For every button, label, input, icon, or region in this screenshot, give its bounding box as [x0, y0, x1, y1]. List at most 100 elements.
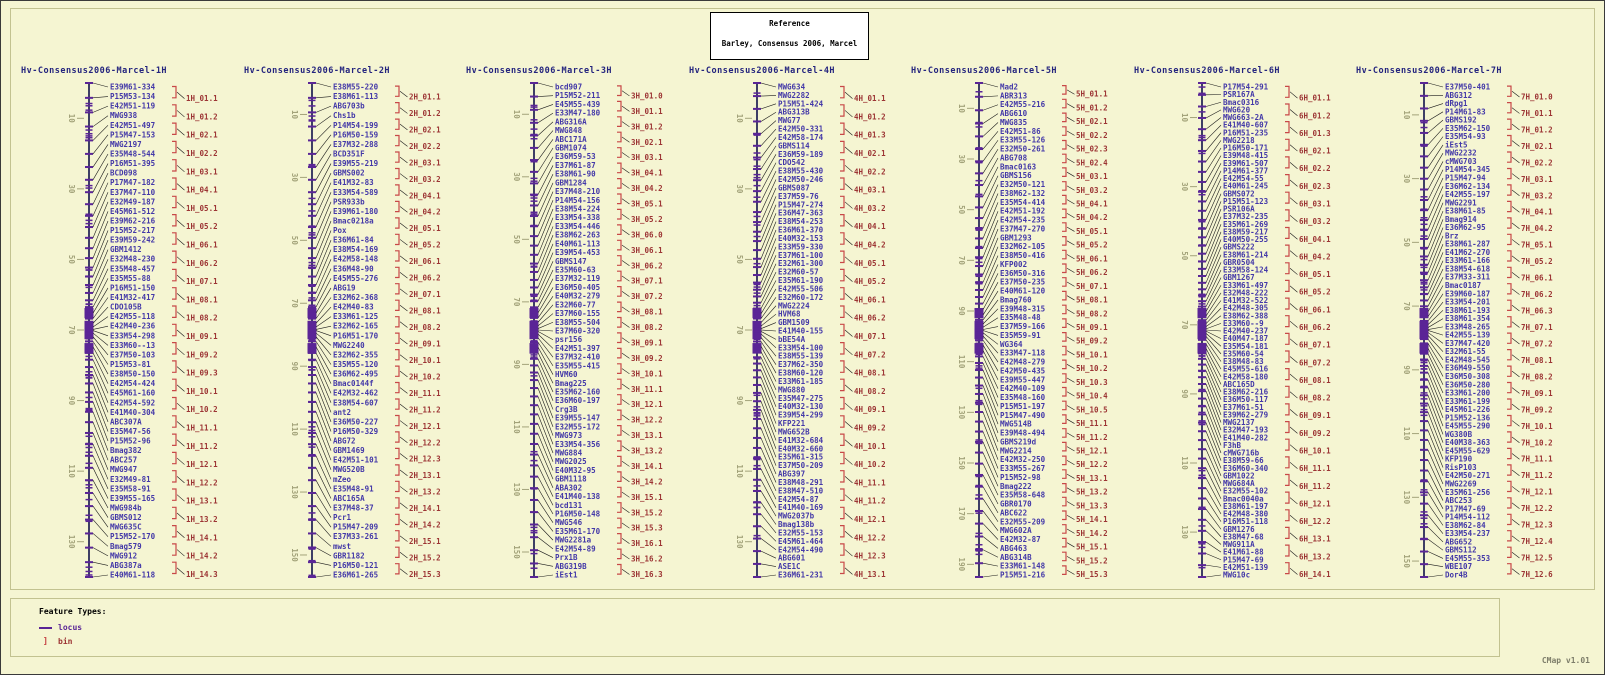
bin-label[interactable]: 3H_01.2 [631, 122, 663, 131]
bin-label[interactable]: 7H_12.3 [1521, 521, 1553, 530]
bin-label[interactable]: 4H_08.1 [854, 369, 886, 378]
bin-label[interactable]: 3H_01.0 [631, 91, 663, 100]
locus-label[interactable]: MWG2291 [1445, 198, 1477, 207]
bin-label[interactable]: 1H_09.3 [186, 369, 218, 378]
locus-label[interactable]: E38M48-291 [778, 478, 824, 487]
bin-label[interactable]: 2H_03.1 [409, 158, 441, 167]
locus-label[interactable]: cMWG716b [1223, 449, 1260, 458]
locus-label[interactable]: E36M61-370 [778, 226, 824, 235]
bin-label[interactable]: 2H_09.1 [409, 339, 441, 348]
locus-label[interactable]: HVM68 [778, 310, 801, 319]
bin-label[interactable]: 7H_12.4 [1521, 537, 1553, 546]
bin-label[interactable]: 2H_15.3 [409, 570, 441, 579]
bin-label[interactable]: 7H_06.3 [1521, 307, 1553, 316]
bin-label[interactable]: 4H_11.1 [854, 478, 886, 487]
bin-label[interactable]: 7H_02.2 [1521, 158, 1553, 167]
locus-label[interactable]: Bmac0144f [333, 379, 374, 388]
locus-label[interactable]: E35M55-415 [555, 361, 600, 370]
locus-label[interactable]: ABG312 [1445, 91, 1472, 100]
locus-label[interactable]: E39M55-147 [555, 414, 600, 423]
bin-label[interactable]: 1H_11.2 [186, 442, 218, 451]
locus-label[interactable]: E35M58-648 [1000, 491, 1046, 500]
locus-label[interactable]: E38M50-416 [1000, 251, 1046, 260]
locus-label[interactable]: E36M50-405 [555, 283, 600, 292]
locus-label[interactable]: ABG319B [555, 562, 587, 571]
locus-label[interactable]: Bmac0187 [1445, 281, 1481, 290]
bin-label[interactable]: 1H_12.1 [186, 460, 218, 469]
locus-label[interactable]: E38M54-607 [333, 398, 378, 407]
locus-label[interactable]: P16M50-171 [1223, 144, 1269, 153]
locus-label[interactable]: E38M61-287 [1445, 240, 1490, 249]
locus-label[interactable]: E42M32-462 [333, 389, 378, 398]
bin-label[interactable]: 4H_09.2 [854, 423, 886, 432]
locus-label[interactable]: E39M55-165 [110, 494, 155, 503]
locus-label[interactable]: cMWG703 [1445, 157, 1477, 166]
locus-label[interactable]: E33M61-185 [778, 377, 823, 386]
locus-label[interactable]: KFP002 [1000, 260, 1027, 269]
locus-label[interactable]: E37M32-288 [333, 140, 379, 149]
locus-label[interactable]: iEst1 [555, 571, 578, 580]
bin-label[interactable]: 4H_12.1 [854, 515, 886, 524]
locus-label[interactable]: E41M40-138 [555, 492, 601, 501]
locus-label[interactable]: P16M50-121 [333, 561, 379, 570]
locus-label[interactable]: MWG947 [110, 465, 137, 474]
locus-label[interactable]: E42M40-83 [333, 303, 374, 312]
locus-label[interactable]: P16M51-150 [110, 283, 156, 292]
locus-label[interactable]: E38M60-120 [778, 369, 824, 378]
locus-label[interactable]: E45M55-353 [1445, 554, 1491, 563]
locus-label[interactable]: Dor4B [1445, 571, 1468, 580]
bin-label[interactable]: 4H_07.1 [854, 332, 886, 341]
bin-label[interactable]: 5H_02.2 [1076, 131, 1108, 140]
locus-label[interactable]: E35M61-269 [1223, 220, 1269, 229]
bin-label[interactable]: 6H_14.1 [1299, 570, 1331, 579]
locus-label[interactable]: E38M62-388 [1223, 311, 1269, 320]
bin-label[interactable]: 3H_06.0 [631, 230, 663, 239]
bin-label[interactable]: 4H_07.2 [854, 350, 886, 359]
bin-label[interactable]: 2H_06.2 [409, 274, 441, 283]
locus-label[interactable]: E37M47-110 [110, 188, 156, 197]
locus-label[interactable]: E41M32-522 [1223, 296, 1268, 305]
bin-label[interactable]: 2H_06.1 [409, 257, 441, 266]
locus-label[interactable]: ABG72 [333, 437, 356, 446]
locus-label[interactable]: E32M49-187 [110, 197, 155, 206]
locus-label[interactable]: E33M54-589 [333, 188, 379, 197]
bin-label[interactable]: 4H_05.2 [854, 277, 886, 286]
locus-label[interactable]: E42M51-139 [1223, 563, 1269, 572]
locus-label[interactable]: E42M40-236 [110, 322, 156, 331]
locus-label[interactable]: GBMS087 [778, 183, 810, 192]
bin-label[interactable]: 2H_11.1 [409, 389, 441, 398]
bin-label[interactable]: 6H_01.1 [1299, 94, 1331, 103]
bin-label[interactable]: 3H_07.1 [631, 277, 663, 286]
locus-label[interactable]: E37M61-87 [555, 161, 596, 170]
locus-label[interactable]: E38M47-510 [778, 486, 824, 495]
bin-label[interactable]: 4H_02.2 [854, 167, 886, 176]
bin-label[interactable]: 5H_09.1 [1076, 323, 1108, 332]
locus-label[interactable]: ABR313 [1000, 91, 1028, 100]
locus-label[interactable]: MWG2232 [1445, 149, 1477, 158]
locus-label[interactable]: GBM1412 [110, 245, 142, 254]
bin-label[interactable]: 7H_12.2 [1521, 504, 1553, 513]
locus-label[interactable]: ABC165D [1223, 380, 1255, 389]
locus-label[interactable]: E38M62-84 [1445, 521, 1486, 530]
locus-label[interactable]: BCD098 [110, 169, 138, 178]
bin-label[interactable]: 2H_04.2 [409, 208, 441, 217]
bin-label[interactable]: 5H_15.3 [1076, 570, 1108, 579]
locus-label[interactable]: P15M52-98 [1000, 473, 1041, 482]
bin-label[interactable]: 3H_16.1 [631, 539, 663, 548]
bin-label[interactable]: 2H_03.2 [409, 175, 441, 184]
bin-label[interactable]: 6H_04.2 [1299, 252, 1331, 261]
locus-label[interactable]: P16M51-395 [110, 159, 155, 168]
locus-label[interactable]: P16M51-118 [1223, 517, 1269, 526]
map-title[interactable]: Hv-Consensus2006-Marcel-5H [911, 66, 1057, 76]
locus-label[interactable]: GBM1118 [555, 475, 587, 484]
locus-label[interactable]: MWG973 [555, 431, 583, 440]
locus-label[interactable]: E36M50-308 [1445, 372, 1491, 381]
locus-label[interactable]: E42M32-250 [1000, 455, 1046, 464]
bin-label[interactable]: 5H_14.1 [1076, 515, 1108, 524]
bin-label[interactable]: 7H_02.1 [1521, 142, 1553, 151]
locus-label[interactable]: MWG2282 [778, 91, 810, 100]
locus-label[interactable]: ABG703b [333, 102, 365, 111]
locus-label[interactable]: E35M48-160 [1000, 393, 1046, 402]
bin-label[interactable]: 3H_14.1 [631, 462, 663, 471]
locus-label[interactable]: P15M51-197 [1000, 402, 1045, 411]
